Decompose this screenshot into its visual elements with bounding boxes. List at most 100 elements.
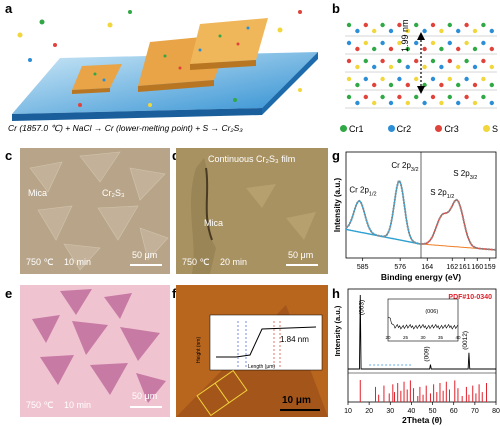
x-tick-label: 159 xyxy=(484,264,496,271)
atom-site xyxy=(355,28,360,34)
atom-site xyxy=(439,28,444,34)
atom-site xyxy=(447,58,452,64)
atom-site xyxy=(363,22,368,28)
atom-site xyxy=(397,94,402,100)
panel-a-label: a xyxy=(5,1,13,16)
xps-peak-label: Cr 2p1/2 xyxy=(349,186,376,198)
x-tick-label: 585 xyxy=(357,264,369,271)
scale-label-f: 10 μm xyxy=(282,395,311,406)
temp-label-d: 750 ℃ xyxy=(182,257,210,267)
substrate-edge xyxy=(12,108,262,121)
atom-site xyxy=(405,28,410,34)
atom-site xyxy=(489,100,494,106)
atom-site xyxy=(464,22,469,28)
xps-peak-label: S 2p3/2 xyxy=(453,169,477,181)
atom-site xyxy=(481,76,486,82)
panel-g-label: g xyxy=(332,148,340,163)
reaction-equation: Cr (1857.0 ℃) + NaCl → Cr (lower-melting… xyxy=(8,123,243,133)
atom-site xyxy=(380,40,385,46)
growth-schematic xyxy=(12,10,318,121)
atom-site xyxy=(346,40,352,46)
inset-ylabel-f: Height (nm) xyxy=(196,336,202,363)
atom-site xyxy=(355,64,360,70)
legend-item-cr1: Cr1 xyxy=(340,124,364,134)
legend-label-cr3: Cr3 xyxy=(444,124,459,134)
atom-site xyxy=(456,64,461,70)
xrd-inset-tick-label: 30 xyxy=(420,335,426,340)
xrd-plot-frame xyxy=(347,288,497,403)
optical-image-c: Mica Cr₂S₃ 750 ℃ 10 min 50 μm xyxy=(20,148,170,274)
substrate-side xyxy=(262,52,318,115)
atom-site xyxy=(363,76,368,82)
reference-card-label: PDF#10-0340 xyxy=(448,294,492,301)
xrd-inset-tick-label: 35 xyxy=(438,335,444,340)
atom-site xyxy=(380,22,385,28)
atom-site xyxy=(464,76,469,82)
panel-d-label: d xyxy=(172,148,180,163)
crystal-atom-dots xyxy=(93,26,250,82)
xrd-peak-label: (009) xyxy=(423,346,430,361)
xrd-inset-frame xyxy=(387,298,459,342)
atom-site xyxy=(346,76,352,82)
atom-site xyxy=(363,58,368,64)
atom-site xyxy=(372,100,377,106)
atom-site xyxy=(430,22,436,28)
xrd-inset-tick-label: 25 xyxy=(403,335,409,340)
atom-site xyxy=(388,46,394,52)
atom-site xyxy=(464,40,469,46)
atom-site xyxy=(481,40,486,46)
atom-site xyxy=(472,100,478,106)
atom-site xyxy=(414,76,419,82)
atom-site xyxy=(472,64,478,70)
xrd-peak-label: (003) xyxy=(358,300,365,315)
atom-site xyxy=(414,58,419,64)
xps-chart: Cr 2p1/2 Cr 2p3/2 S 2p1/2 S 2p3/2 585 576 164 1… xyxy=(333,151,497,282)
atom-site xyxy=(346,22,352,28)
xrd-chart: (003) (009) (0012) PDF#10-0340 (006) 20 25 30 35… xyxy=(333,288,500,425)
atom-site xyxy=(405,46,410,52)
atom-site xyxy=(372,46,377,52)
atom-site xyxy=(481,94,486,100)
xrd-inset-trace xyxy=(387,316,459,330)
scale-bar-d xyxy=(286,264,318,266)
atom-site xyxy=(430,40,436,46)
atom-site xyxy=(405,100,410,106)
legend-dot xyxy=(340,125,347,132)
scale-bar-f xyxy=(280,409,320,411)
atom-site xyxy=(456,100,461,106)
film-label-d: Continuous Cr₂S₃ film xyxy=(208,154,296,164)
legend-item-cr3: Cr3 xyxy=(435,124,459,134)
atom-site xyxy=(380,58,385,64)
atom-site xyxy=(447,94,452,100)
atom-site xyxy=(372,28,377,34)
scale-label-c: 50 μm xyxy=(132,250,158,260)
xrd-peak-label: (0012) xyxy=(462,331,469,350)
atom-site xyxy=(489,64,494,70)
optical-image-d: Continuous Cr₂S₃ film Mica 750 ℃ 20 min … xyxy=(176,148,328,274)
atom-site xyxy=(439,46,444,52)
atom-site xyxy=(489,46,494,52)
atom-site xyxy=(456,46,461,52)
x-tick-label: 80 xyxy=(492,408,500,415)
xrd-inset-tick-label: 40 xyxy=(455,335,461,340)
triangle-flakes-c xyxy=(29,151,169,271)
x-tick-label: 30 xyxy=(386,408,394,415)
atom-site xyxy=(388,100,394,106)
thickness-label: 1.84 nm xyxy=(280,335,309,344)
x-tick-label: 576 xyxy=(394,264,406,271)
legend-label-cr2: Cr2 xyxy=(396,124,412,134)
atom-site xyxy=(430,94,436,100)
panel-b-label: b xyxy=(332,1,340,16)
atom-site xyxy=(481,22,486,28)
atom-site xyxy=(414,94,419,100)
x-tick-label: 10 xyxy=(344,408,352,415)
temp-label-c: 750 ℃ xyxy=(26,257,54,267)
atom-site xyxy=(405,82,410,88)
time-label-e: 10 min xyxy=(64,400,92,410)
time-label-d: 20 min xyxy=(220,257,248,267)
atom-site xyxy=(464,94,469,100)
atom-site xyxy=(363,94,368,100)
atom-site xyxy=(422,64,427,70)
crystal-stack-right xyxy=(138,18,268,92)
